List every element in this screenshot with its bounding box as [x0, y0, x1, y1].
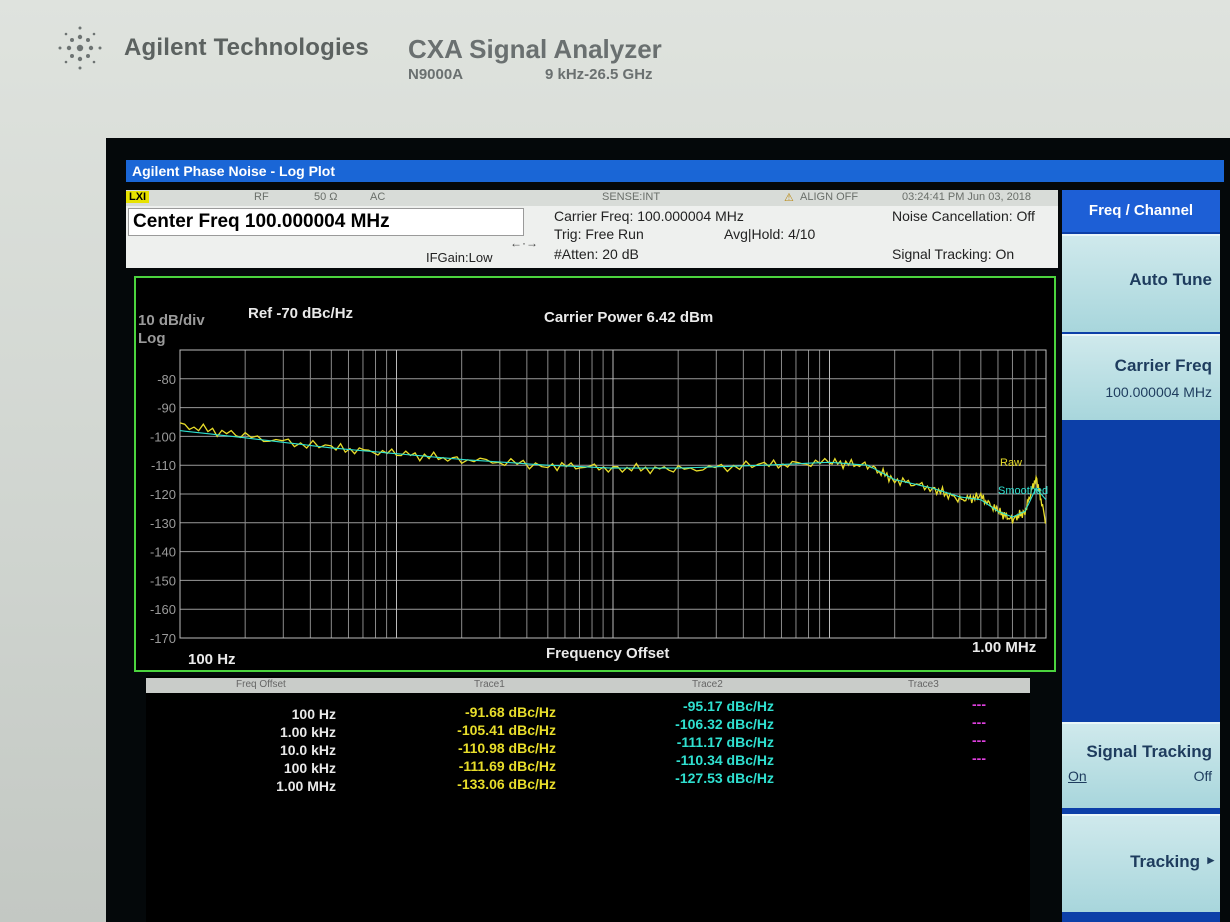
signal-tracking-off[interactable]: Off [1193, 768, 1212, 784]
header-trace1: Trace1 [474, 679, 505, 690]
row-offset: 10.0 kHz [279, 742, 336, 758]
ref-level-label: Ref -70 dBc/Hz [248, 305, 353, 322]
brand-header: Agilent Technologies CXA Signal Analyzer… [52, 20, 1202, 88]
marker-table-header: Freq Offset Trace1 Trace2 Trace3 [146, 678, 1030, 693]
row-trace3-value: --- [972, 750, 986, 766]
row-trace2-value: -110.34 dBc/Hz [675, 752, 774, 768]
header-freq-offset: Freq Offset [236, 679, 286, 690]
scale-label: 10 dB/div [138, 312, 205, 329]
phase-noise-chart: 10 dB/div Log Ref -70 dBc/Hz Carrier Pow… [138, 305, 1048, 668]
impedance-label: 50 Ω [314, 191, 338, 203]
header-trace2: Trace2 [692, 679, 723, 690]
analyzer-screen: Agilent Phase Noise - Log Plot LXI RF 50… [106, 138, 1230, 922]
trace-lines [179, 422, 1047, 524]
atten-info: #Atten: 20 dB [554, 246, 639, 262]
measurement-info-bar: Center Freq 100.000004 MHz Carrier Freq:… [126, 206, 1058, 268]
tracking-label: Tracking [1130, 852, 1200, 871]
noise-cancel-info: Noise Cancellation: Off [892, 208, 1035, 224]
log-label: Log [138, 330, 166, 347]
coupling-label: AC [370, 191, 386, 203]
sense-label: SENSE:INT [602, 191, 661, 203]
x-axis-title: Frequency Offset [546, 645, 669, 662]
carrier-freq-info: Carrier Freq: 100.000004 MHz [554, 208, 744, 224]
trigger-info: Trig: Free Run [554, 226, 644, 242]
rf-input-label: RF [254, 191, 269, 203]
lxi-badge: LXI [126, 191, 150, 203]
window-title: Agilent Phase Noise - Log Plot [132, 163, 336, 179]
y-tick-label: -140 [150, 545, 176, 560]
datetime-label: 03:24:41 PM Jun 03, 2018 [902, 191, 1032, 203]
y-tick-labels: -80 -90 -100 -110 -120 -130 -140 -150 -160 -170 [150, 372, 176, 646]
y-tick-label: -130 [150, 516, 176, 531]
row-trace1-value: -111.69 dBc/Hz [458, 758, 556, 774]
row-trace3-value: --- [972, 714, 986, 730]
y-tick-label: -110 [151, 458, 176, 473]
status-bar: LXI RF 50 Ω AC SENSE:INT ⚠ ALIGN OFF 03:… [126, 190, 1058, 206]
x-stop-label: 1.00 MHz [972, 639, 1036, 656]
model-title: CXA Signal Analyzer [408, 34, 662, 64]
frequency-range: 9 kHz-26.5 GHz [545, 66, 653, 83]
row-trace3-value: --- [972, 732, 986, 748]
header-trace3: Trace3 [908, 679, 939, 690]
y-tick-label: -100 [150, 429, 176, 444]
row-offset: 1.00 kHz [279, 724, 336, 740]
smoothed-trace-label: Smoothed [998, 485, 1048, 497]
marker-table: Freq Offset Trace1 Trace2 Trace3 100 Hz … [146, 676, 1030, 922]
row-trace2-value: -111.17 dBc/Hz [676, 734, 774, 750]
center-freq-box[interactable]: Center Freq 100.000004 MHz [128, 208, 524, 236]
double-arrow-icon: ←·→ [510, 236, 538, 250]
softkey-panel: Freq / Channel Auto Tune Carrier Freq 10… [1062, 190, 1220, 922]
avg-hold-info: Avg|Hold: 4/10 [724, 226, 816, 242]
row-trace3-value: --- [972, 696, 986, 712]
row-trace1-value: -110.98 dBc/Hz [457, 740, 556, 756]
auto-tune-softkey[interactable]: Auto Tune [1062, 234, 1220, 332]
signal-tracking-info: Signal Tracking: On [892, 246, 1015, 262]
brand-name: Agilent Technologies [124, 34, 369, 61]
row-offset: 100 Hz [291, 706, 336, 722]
y-tick-label: -80 [157, 372, 176, 387]
phase-noise-plot[interactable]: 10 dB/div Log Ref -70 dBc/Hz Carrier Pow… [134, 276, 1056, 672]
raw-trace-label: Raw [1000, 457, 1022, 469]
row-trace1-value: -133.06 dBc/Hz [457, 776, 556, 792]
y-tick-label: -160 [150, 602, 176, 617]
row-trace2-value: -106.32 dBc/Hz [675, 716, 774, 732]
submenu-arrow-icon: ▸ [1207, 852, 1214, 867]
auto-tune-label: Auto Tune [1129, 270, 1212, 289]
softkey-menu-title: Freq / Channel [1062, 190, 1220, 232]
carrier-freq-softkey[interactable]: Carrier Freq 100.000004 MHz [1062, 334, 1220, 420]
row-offset: 100 kHz [283, 760, 336, 776]
row-trace1-value: -91.68 dBc/Hz [464, 704, 556, 720]
row-trace2-value: -95.17 dBc/Hz [682, 698, 774, 714]
signal-tracking-label: Signal Tracking [1086, 742, 1212, 761]
carrier-freq-label: Carrier Freq [1114, 356, 1212, 375]
model-number: N9000A [408, 66, 464, 83]
row-offset: 1.00 MHz [276, 778, 336, 794]
x-start-label: 100 Hz [188, 651, 236, 668]
plot-border [179, 349, 1047, 639]
ifgain-info: IFGain:Low [426, 250, 493, 265]
signal-tracking-softkey[interactable]: Signal Tracking On Off [1062, 722, 1220, 808]
y-tick-label: -120 [150, 487, 176, 502]
plot-grid [179, 349, 1047, 639]
y-tick-label: -90 [157, 401, 176, 416]
carrier-power-label: Carrier Power 6.42 dBm [544, 309, 713, 326]
agilent-spark-logo [58, 26, 102, 70]
y-tick-label: -170 [150, 631, 176, 646]
row-trace1-value: -105.41 dBc/Hz [457, 722, 556, 738]
y-tick-label: -150 [150, 573, 176, 588]
window-titlebar: Agilent Phase Noise - Log Plot [126, 160, 1224, 182]
raw-trace-line [179, 422, 1047, 524]
signal-tracking-on[interactable]: On [1068, 768, 1087, 784]
tracking-softkey[interactable]: Tracking ▸ [1062, 814, 1220, 912]
center-freq-value: Center Freq 100.000004 MHz [133, 211, 390, 232]
warning-icon: ⚠ [784, 192, 794, 204]
smoothed-trace-line [179, 430, 1047, 518]
align-label: ALIGN OFF [800, 191, 859, 203]
carrier-freq-value: 100.000004 MHz [1105, 384, 1212, 400]
row-trace2-value: -127.53 dBc/Hz [675, 770, 774, 786]
